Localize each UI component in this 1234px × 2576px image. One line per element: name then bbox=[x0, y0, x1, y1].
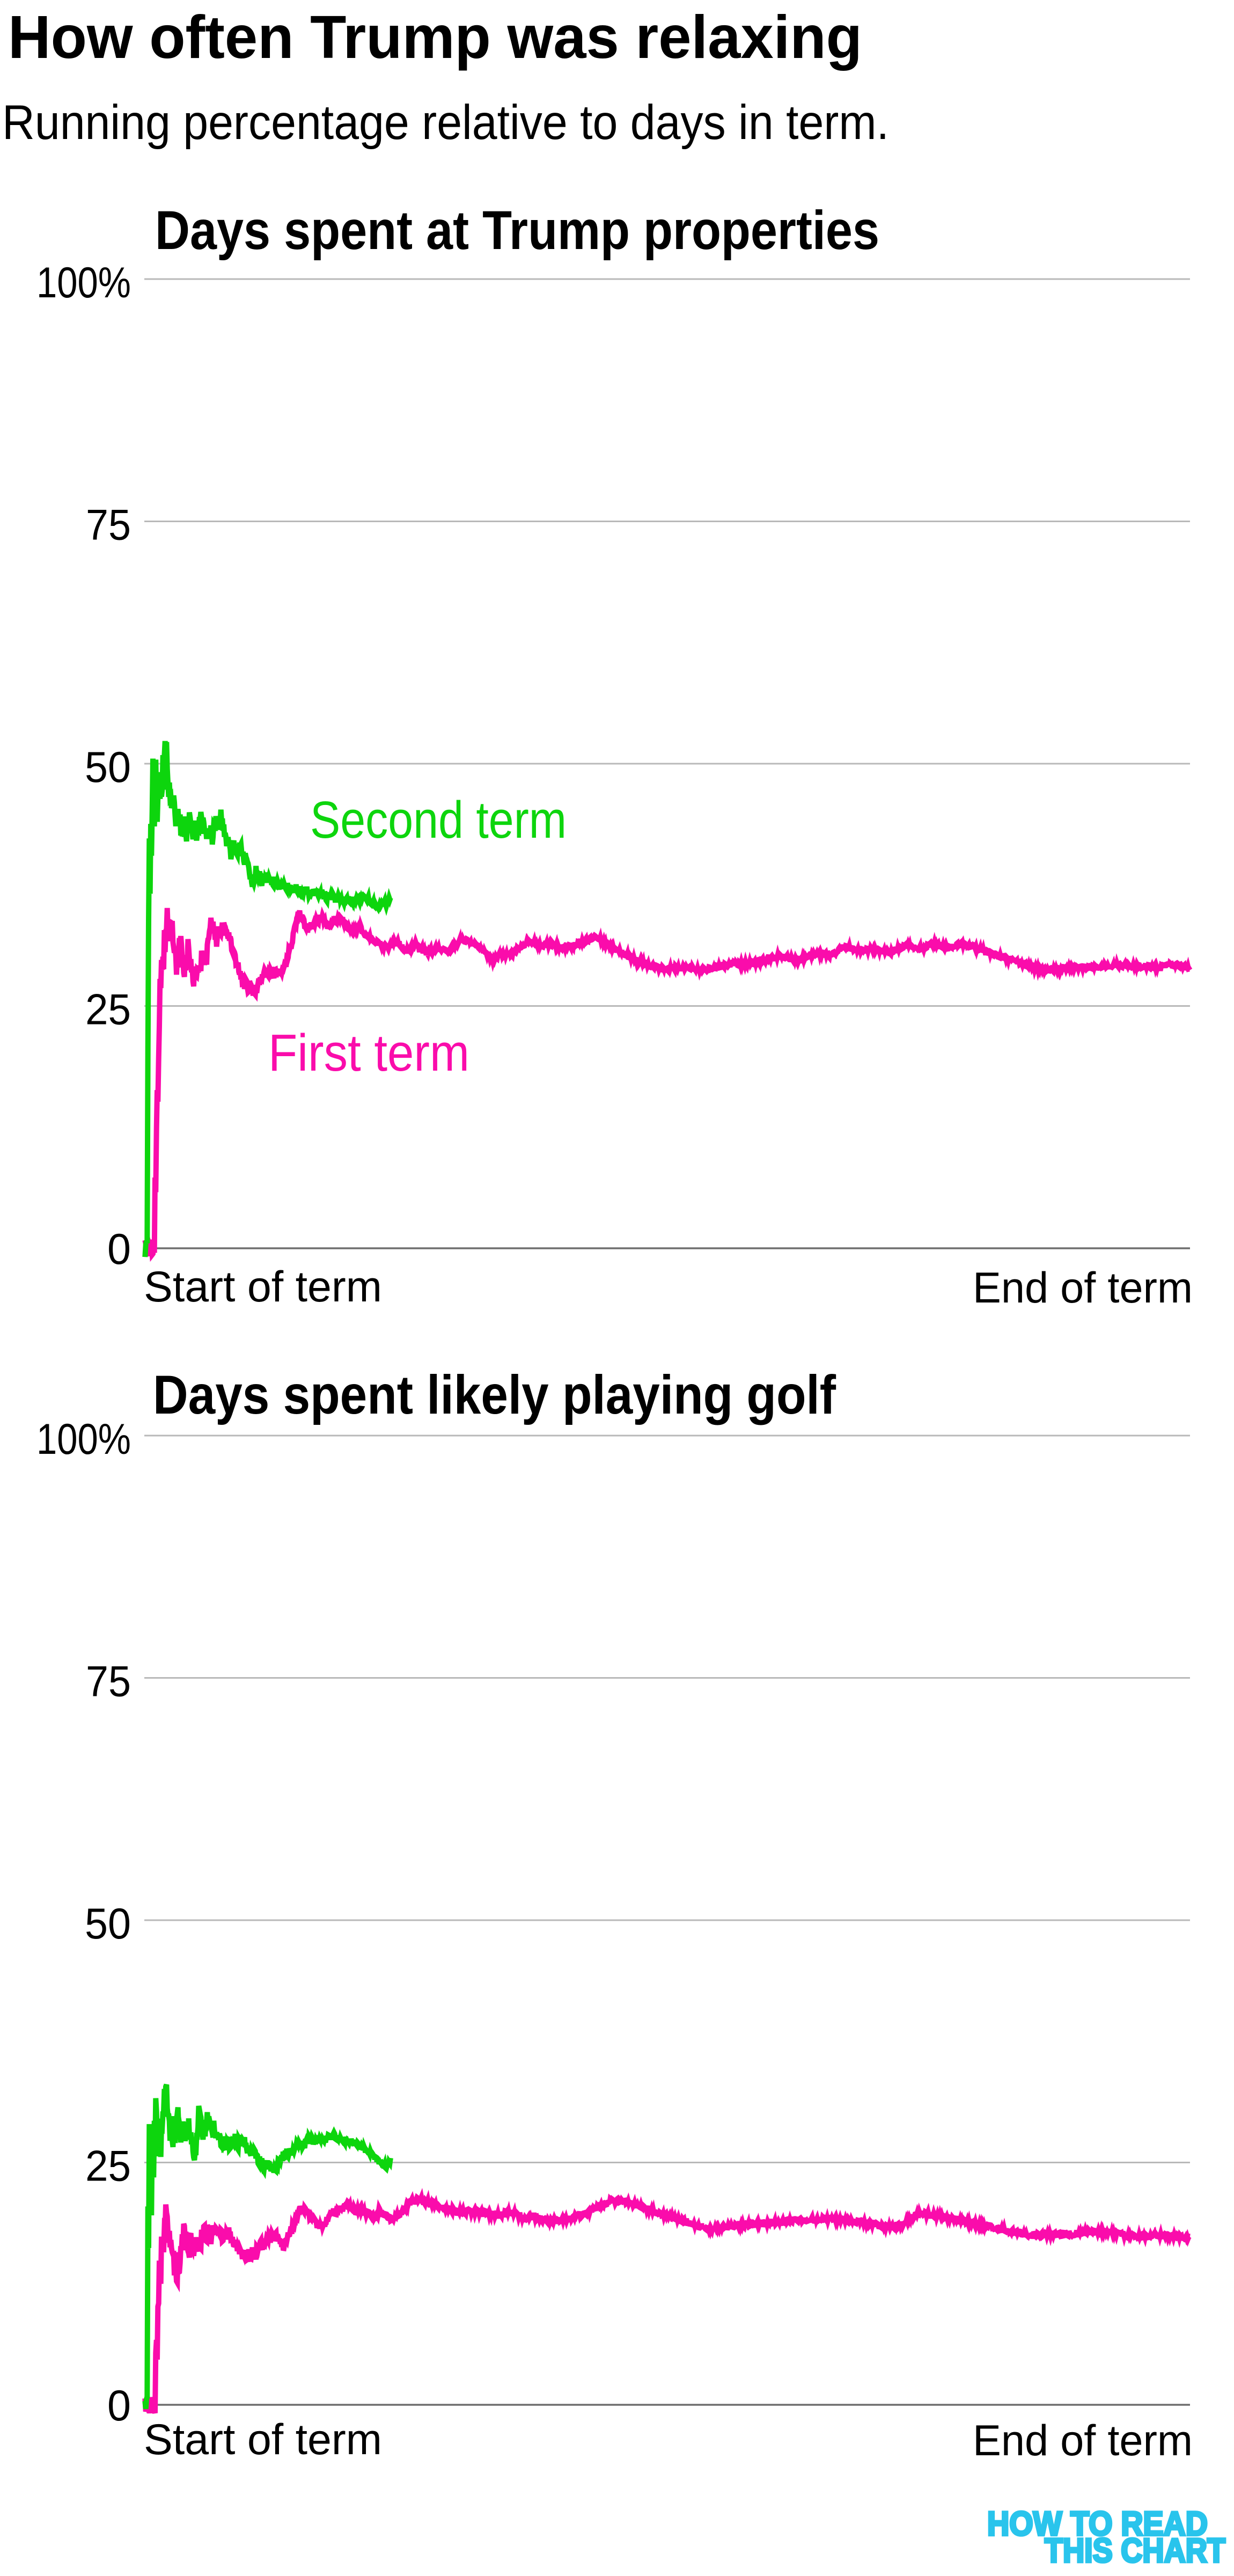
svg-text:0: 0 bbox=[107, 2382, 131, 2430]
svg-text:Start of term: Start of term bbox=[144, 1263, 382, 1311]
svg-text:Second term: Second term bbox=[310, 791, 567, 849]
svg-text:75: 75 bbox=[86, 501, 131, 550]
svg-text:First term: First term bbox=[268, 1023, 469, 1082]
svg-text:25: 25 bbox=[85, 2142, 131, 2191]
svg-text:100%: 100% bbox=[36, 1415, 131, 1463]
svg-text:Days spent at Trump properties: Days spent at Trump properties bbox=[155, 200, 879, 261]
svg-text:THIS CHART: THIS CHART bbox=[1045, 2532, 1225, 2570]
svg-text:Start of term: Start of term bbox=[144, 2416, 382, 2464]
svg-text:End of term: End of term bbox=[973, 1264, 1193, 1312]
svg-text:Running percentage relative to: Running percentage relative to days in t… bbox=[2, 96, 889, 150]
svg-text:How often Trump was relaxing: How often Trump was relaxing bbox=[8, 3, 862, 71]
svg-text:25: 25 bbox=[85, 986, 131, 1034]
svg-text:50: 50 bbox=[85, 1900, 131, 1948]
svg-text:Days spent likely playing golf: Days spent likely playing golf bbox=[153, 1364, 836, 1425]
svg-text:HOW TO READ: HOW TO READ bbox=[987, 2505, 1208, 2543]
svg-text:0: 0 bbox=[107, 1225, 131, 1274]
svg-text:75: 75 bbox=[86, 1658, 131, 1706]
svg-text:End of term: End of term bbox=[973, 2417, 1193, 2465]
svg-text:50: 50 bbox=[85, 743, 131, 792]
svg-text:100%: 100% bbox=[36, 259, 131, 307]
